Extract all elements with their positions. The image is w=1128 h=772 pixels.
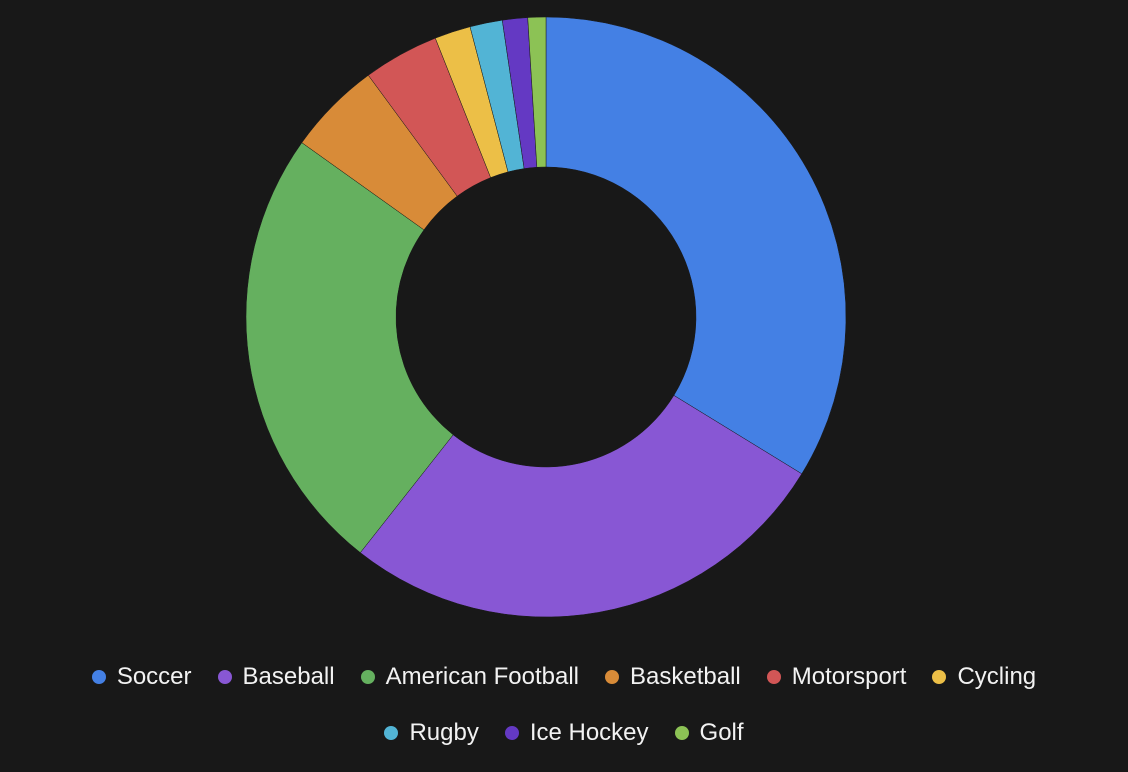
legend-dot-icon (932, 670, 947, 684)
legend-label: Basketball (630, 663, 741, 690)
legend-item-motorsport[interactable]: Motorsport (766, 660, 907, 694)
legend-label: Baseball (242, 663, 335, 690)
legend-row-1: Soccer Baseball American Football Basketbal… (0, 660, 1128, 694)
legend-label: American Football (385, 663, 580, 690)
legend-item-basketball[interactable]: Basketball (605, 660, 741, 694)
legend-label: Soccer (116, 663, 192, 690)
legend-item-baseball[interactable]: Baseball (217, 660, 335, 694)
legend-label: Golf (699, 719, 744, 746)
legend-item-soccer[interactable]: Soccer (91, 660, 192, 694)
legend-item-golf[interactable]: Golf (674, 716, 744, 750)
legend-dot-icon (504, 726, 519, 740)
legend-dot-icon (674, 726, 689, 740)
legend-row-2: Rugby Ice Hockey Golf (0, 716, 1128, 750)
legend-item-ice-hockey[interactable]: Ice Hockey (504, 716, 649, 750)
legend-label: Ice Hockey (529, 719, 649, 746)
legend-item-american-football[interactable]: American Football (360, 660, 580, 694)
legend-label: Rugby (409, 719, 479, 746)
legend-dot-icon (360, 670, 375, 684)
legend-dot-icon (605, 670, 620, 684)
legend-item-rugby[interactable]: Rugby (384, 716, 479, 750)
legend-label: Motorsport (791, 663, 907, 690)
slice-golf[interactable] (527, 16, 547, 168)
legend-dot-icon (91, 670, 106, 684)
legend-dot-icon (384, 726, 399, 740)
slice-soccer[interactable] (545, 16, 847, 475)
slice-baseball[interactable] (359, 395, 803, 618)
legend-dot-icon (766, 670, 781, 684)
legend-label: Cycling (957, 663, 1037, 690)
legend-item-cycling[interactable]: Cycling (932, 660, 1036, 694)
slice-american-football[interactable] (245, 142, 454, 553)
donut-plot (245, 16, 847, 618)
legend-dot-icon (217, 670, 232, 684)
